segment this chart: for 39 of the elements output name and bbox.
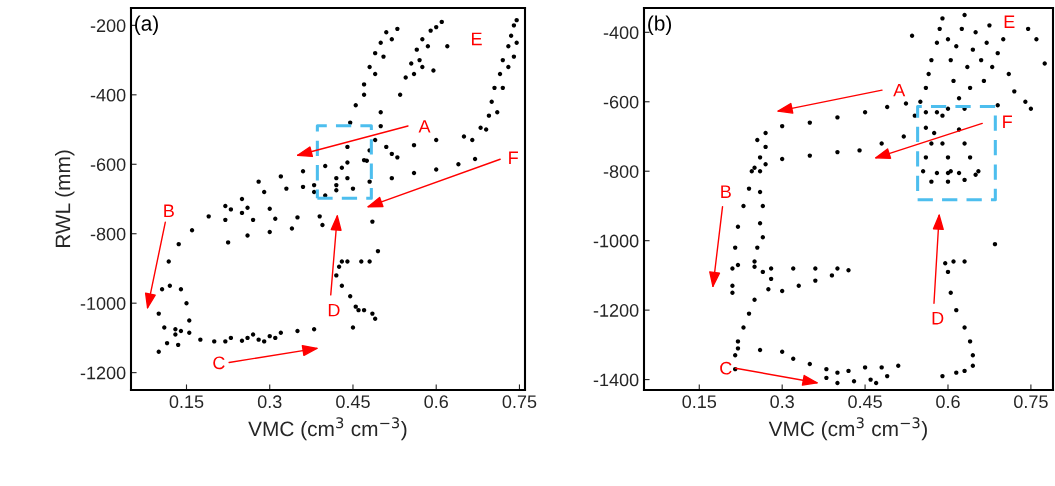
x-axis-title: VMC (cm$^{3}$ cm$^{−3}$) xyxy=(768,417,927,441)
y-tick-label: -200 xyxy=(90,19,126,33)
annotation: F xyxy=(509,151,518,164)
y-tick-label: -400 xyxy=(603,26,639,40)
y-tick-label: -1000 xyxy=(80,297,126,310)
x-tick-label: 0.15 xyxy=(682,395,717,409)
y-tick-label: -400 xyxy=(90,88,126,102)
x-tick-label: 0.6 xyxy=(936,395,960,409)
y-tick-label: -800 xyxy=(603,165,639,178)
annotation: D xyxy=(328,303,340,317)
annotation: F xyxy=(1003,115,1012,129)
annotation: E xyxy=(1004,15,1015,28)
annotation: C xyxy=(720,361,732,375)
annotation: B xyxy=(164,204,174,218)
annotation: E xyxy=(472,32,482,46)
annotation: A xyxy=(893,83,906,97)
x-tick-label: 0.45 xyxy=(848,395,882,409)
y-tick-label: -1000 xyxy=(593,234,639,248)
y-tick-label: -1400 xyxy=(593,373,639,387)
y-tick-label: -1200 xyxy=(80,366,126,380)
annotation: C xyxy=(213,356,225,370)
x-tick-label: 0.75 xyxy=(502,395,537,409)
x-tick-label: 0.6 xyxy=(424,395,448,409)
x-tick-label: 0.3 xyxy=(257,395,282,409)
annotation: (a) xyxy=(135,15,158,35)
x-tick-label: 0.45 xyxy=(336,395,370,409)
y-tick-label: -600 xyxy=(603,95,639,109)
y-axis-title: RWL (mm) xyxy=(54,150,75,248)
x-tick-label: 0.15 xyxy=(169,395,204,409)
y-tick-label: -1200 xyxy=(593,304,639,317)
annotation: (b) xyxy=(648,15,672,35)
annotation: D xyxy=(932,311,944,325)
x-axis-title: VMC (cm$^{3}$ cm$^{−3}$) xyxy=(248,417,407,441)
y-tick-label: -600 xyxy=(90,158,126,171)
x-tick-label: 0.75 xyxy=(1014,395,1048,409)
annotation: A xyxy=(418,120,431,133)
annotation: B xyxy=(721,185,731,198)
y-tick-label: -800 xyxy=(90,227,126,241)
x-tick-label: 0.3 xyxy=(770,395,794,409)
